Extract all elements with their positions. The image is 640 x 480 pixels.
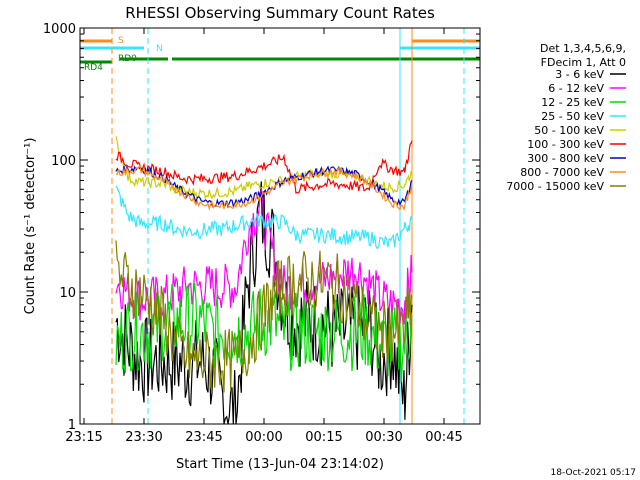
series-line (115, 140, 413, 194)
legend-entry-label: 12 - 25 keV (541, 96, 604, 109)
legend-entry-label: 7000 - 15000 keV (506, 180, 604, 193)
series-line (115, 181, 413, 425)
y-tick-label: 10 (59, 286, 76, 301)
y-tick-label: 1 (68, 418, 76, 433)
series-line (115, 185, 413, 250)
flag-label-rd0: RD0 (118, 54, 137, 64)
legend-entry-label: 300 - 800 keV (527, 152, 604, 165)
x-tick-label: 23:45 (185, 430, 222, 445)
legend-entry-label: 800 - 7000 keV (520, 166, 604, 179)
y-tick-label: 100 (51, 154, 76, 169)
y-tick-label: 1000 (43, 22, 76, 37)
plot-frame (79, 27, 481, 425)
legend-entry-label: 6 - 12 keV (548, 82, 604, 95)
legend-header: FDecim 1, Att 0 (541, 56, 626, 69)
x-tick-label: 00:30 (365, 430, 402, 445)
y-axis-label: Count Rate (s⁻¹ detector⁻¹) (23, 138, 38, 315)
legend-entry-label: 25 - 50 keV (541, 110, 604, 123)
x-tick-label: 00:15 (305, 430, 342, 445)
x-tick-label: 00:00 (245, 430, 282, 445)
legend-entry-label: 100 - 300 keV (527, 138, 604, 151)
legend-header: Det 1,3,4,5,6,9, (540, 42, 626, 55)
x-axis-label: Start Time (13-Jun-04 23:14:02) (176, 457, 384, 472)
series-line (115, 165, 413, 212)
x-tick-label: 23:15 (65, 430, 102, 445)
series-line (115, 240, 413, 393)
x-tick-label: 23:30 (125, 430, 162, 445)
flag-label-s: S (118, 36, 124, 46)
timestamp: 18-Oct-2021 05:17 (551, 468, 636, 478)
chart-title: RHESSI Observing Summary Count Rates (125, 4, 435, 22)
legend-entry-label: 50 - 100 keV (534, 124, 604, 137)
legend-entry-label: 3 - 6 keV (555, 68, 604, 81)
flag-label-rd4: RD4 (84, 63, 103, 73)
x-tick-label: 00:45 (425, 430, 462, 445)
series-line (115, 188, 413, 325)
flag-label-n: N (156, 44, 163, 54)
series-line (115, 136, 413, 200)
